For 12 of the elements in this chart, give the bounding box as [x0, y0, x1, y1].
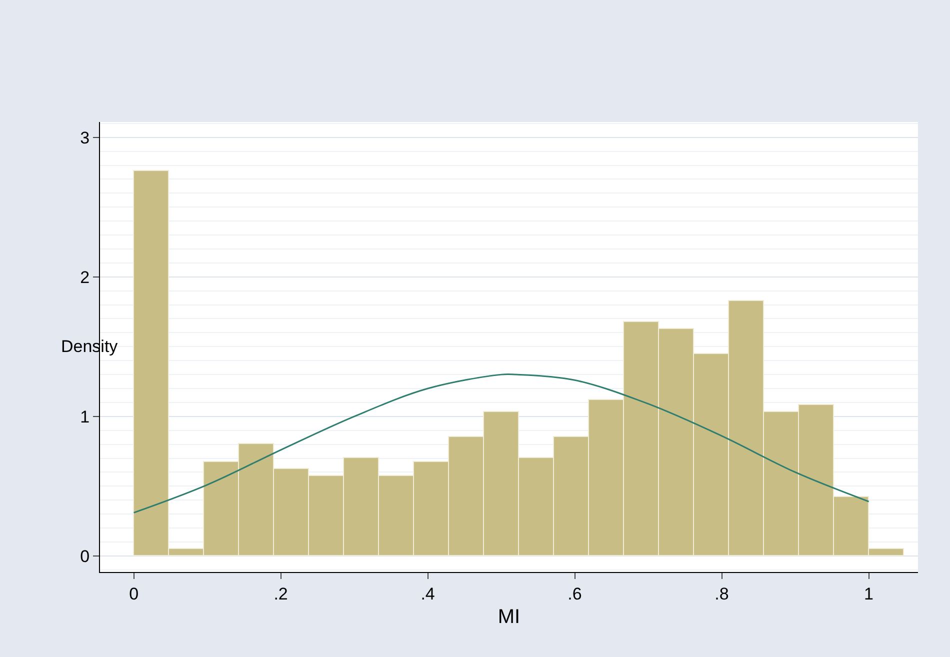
x-axis-title: MI [498, 606, 520, 628]
x-tick-label: 1 [864, 584, 874, 604]
y-tick-label: 0 [80, 546, 90, 566]
line-series [133, 374, 870, 514]
x-tick-label: .2 [274, 584, 288, 604]
y-tick-label: 2 [80, 268, 90, 287]
x-tick-label: .6 [568, 584, 582, 604]
y-tick-label: 3 [80, 128, 90, 148]
x-tick-label: .4 [420, 584, 435, 604]
y-tick-label: 1 [80, 407, 90, 426]
x-tick-label: .8 [714, 584, 729, 604]
x-tick-label: 0 [129, 584, 139, 604]
